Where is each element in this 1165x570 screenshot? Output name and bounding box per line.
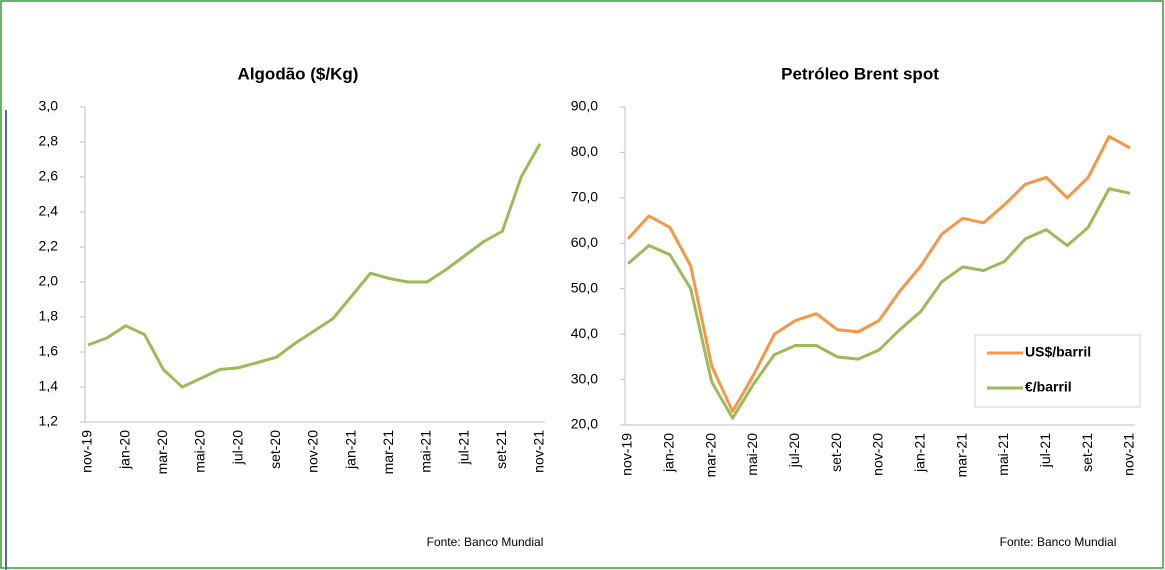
chart-title: Petróleo Brent spot (781, 64, 939, 83)
x-tick-label: jan-20 (661, 433, 677, 473)
x-tick-label: jan-21 (912, 433, 928, 473)
x-tick-label: nov-21 (1121, 433, 1137, 476)
x-tick-label: jul-20 (786, 433, 802, 468)
y-tick-label: 2,8 (39, 133, 59, 149)
x-tick-label: nov-20 (305, 430, 321, 473)
x-tick-label: mai-20 (192, 430, 208, 473)
x-tick-label: mai-21 (995, 433, 1011, 476)
x-tick-label: nov-19 (619, 433, 635, 476)
source: Fonte: Banco Mundial (427, 535, 544, 549)
y-tick-label: 20,0 (571, 416, 598, 432)
x-tick-label: nov-21 (531, 430, 547, 473)
y-tick-label: 2,2 (39, 238, 59, 254)
chart-title: Algodão ($/Kg) (238, 64, 359, 83)
y-tick-label: 2,6 (39, 168, 59, 184)
x-tick-label: mar-21 (380, 430, 396, 475)
legend-label: €/barril (1025, 379, 1072, 395)
y-tick-label: 90,0 (571, 98, 598, 114)
x-tick-label: mar-21 (953, 433, 969, 478)
legend (974, 334, 1141, 408)
x-tick-label: mai-20 (744, 433, 760, 476)
y-tick-label: 3,0 (39, 98, 59, 114)
x-tick-label: nov-19 (79, 430, 95, 473)
x-tick-label: nov-20 (870, 433, 886, 476)
y-tick-label: 30,0 (571, 370, 598, 386)
x-tick-label: jan-21 (342, 430, 358, 470)
line-series (627, 187, 1131, 420)
y-tick-label: 80,0 (571, 143, 598, 159)
y-tick-label: 1,2 (39, 413, 59, 429)
y-tick-label: 1,4 (39, 378, 59, 394)
y-tick-label: 1,8 (39, 308, 59, 324)
line-series (626, 135, 1131, 413)
x-tick-label: mai-21 (418, 430, 434, 473)
x-tick-label: set-20 (828, 433, 844, 472)
x-tick-label: set-20 (267, 430, 283, 469)
y-tick-label: 60,0 (571, 234, 598, 250)
y-tick-label: 1,6 (39, 343, 59, 359)
y-tick-label: 70,0 (571, 189, 598, 205)
x-tick-label: jul-21 (455, 430, 471, 465)
x-tick-label: jul-20 (229, 430, 245, 465)
legend-label: US$/barril (1025, 344, 1091, 360)
source: Fonte: Banco Mundial (1000, 535, 1117, 549)
y-tick-label: 2,4 (39, 203, 59, 219)
x-tick-label: jan-20 (116, 430, 132, 470)
line-series (87, 143, 542, 389)
x-tick-label: mar-20 (702, 433, 718, 478)
x-tick-label: jul-21 (1037, 433, 1053, 468)
y-tick-label: 50,0 (571, 279, 598, 295)
x-tick-label: set-21 (1079, 433, 1095, 472)
y-tick-label: 2,0 (39, 273, 59, 289)
x-tick-label: set-21 (493, 430, 509, 469)
y-tick-label: 40,0 (571, 325, 598, 341)
x-tick-label: mar-20 (154, 430, 170, 475)
